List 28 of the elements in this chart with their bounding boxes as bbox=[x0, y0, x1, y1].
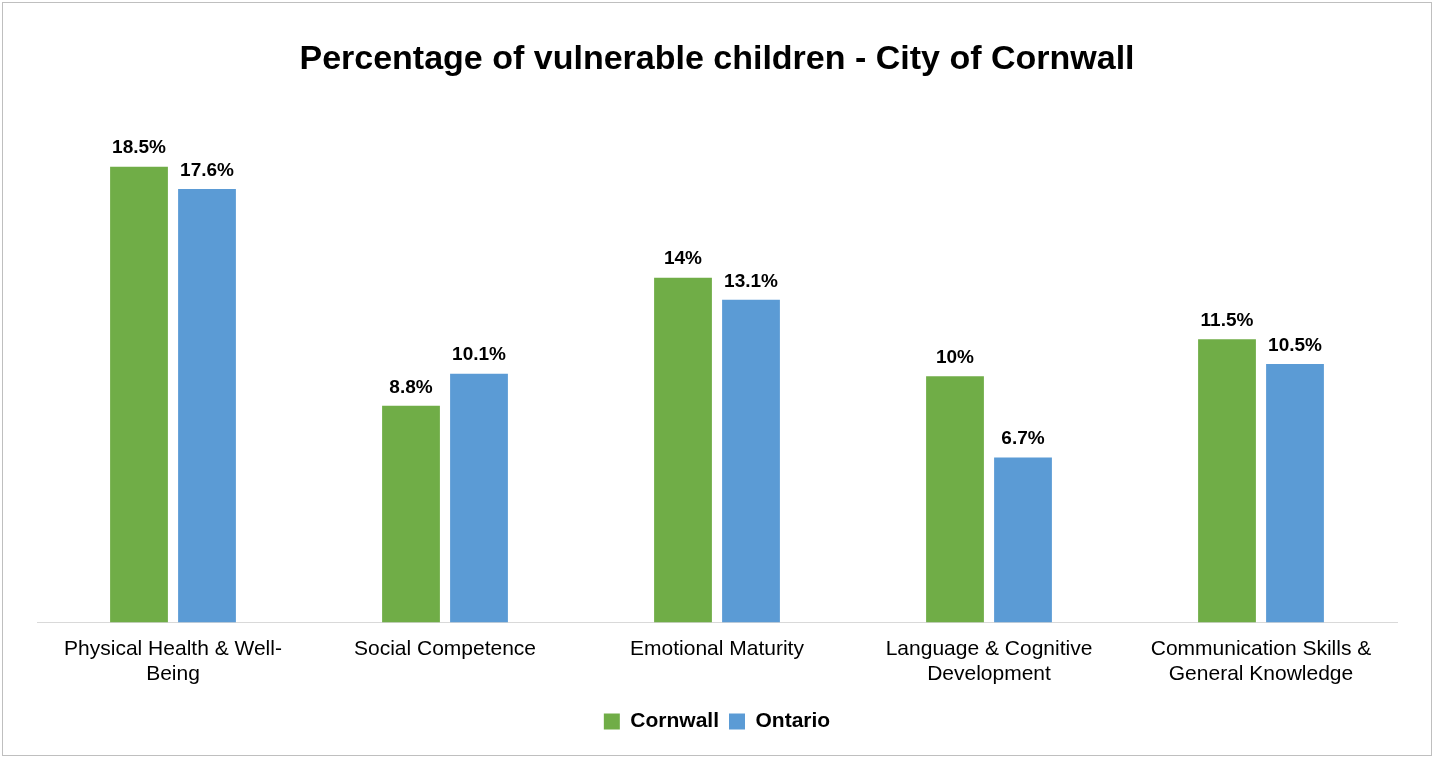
legend-label: Cornwall bbox=[630, 708, 720, 732]
bar bbox=[722, 299, 780, 623]
data-label: 8.8% bbox=[389, 375, 433, 397]
bar bbox=[450, 373, 508, 623]
bar bbox=[382, 405, 440, 623]
bar bbox=[926, 376, 984, 623]
bar bbox=[110, 166, 168, 623]
data-label: 14% bbox=[663, 247, 703, 269]
data-label: 10% bbox=[935, 345, 975, 367]
chart-title: Percentage of vulnerable children - City of Cornwall bbox=[299, 37, 1135, 76]
data-label: 6.7% bbox=[1001, 427, 1045, 449]
data-label: 10.5% bbox=[1268, 333, 1323, 355]
data-label: 13.1% bbox=[724, 269, 779, 291]
bar bbox=[994, 457, 1052, 623]
bar bbox=[178, 188, 236, 623]
data-label: 18.5% bbox=[112, 136, 167, 158]
data-label: 10.1% bbox=[452, 343, 507, 365]
x-tick-label: Communication Skills & General Knowledge bbox=[1150, 636, 1372, 685]
data-label: 17.6% bbox=[180, 158, 235, 180]
bar bbox=[1198, 339, 1256, 623]
bar bbox=[654, 277, 712, 623]
x-tick-label: Emotional Maturity bbox=[630, 636, 805, 659]
legend-label: Ontario bbox=[755, 708, 831, 732]
data-label: 11.5% bbox=[1200, 308, 1254, 330]
x-tick-label: Social Competence bbox=[353, 636, 537, 659]
bar bbox=[1266, 363, 1324, 623]
x-tick-label: Physical Health & Well-Being bbox=[64, 636, 282, 685]
x-tick-label: Language & Cognitive Development bbox=[885, 636, 1093, 685]
